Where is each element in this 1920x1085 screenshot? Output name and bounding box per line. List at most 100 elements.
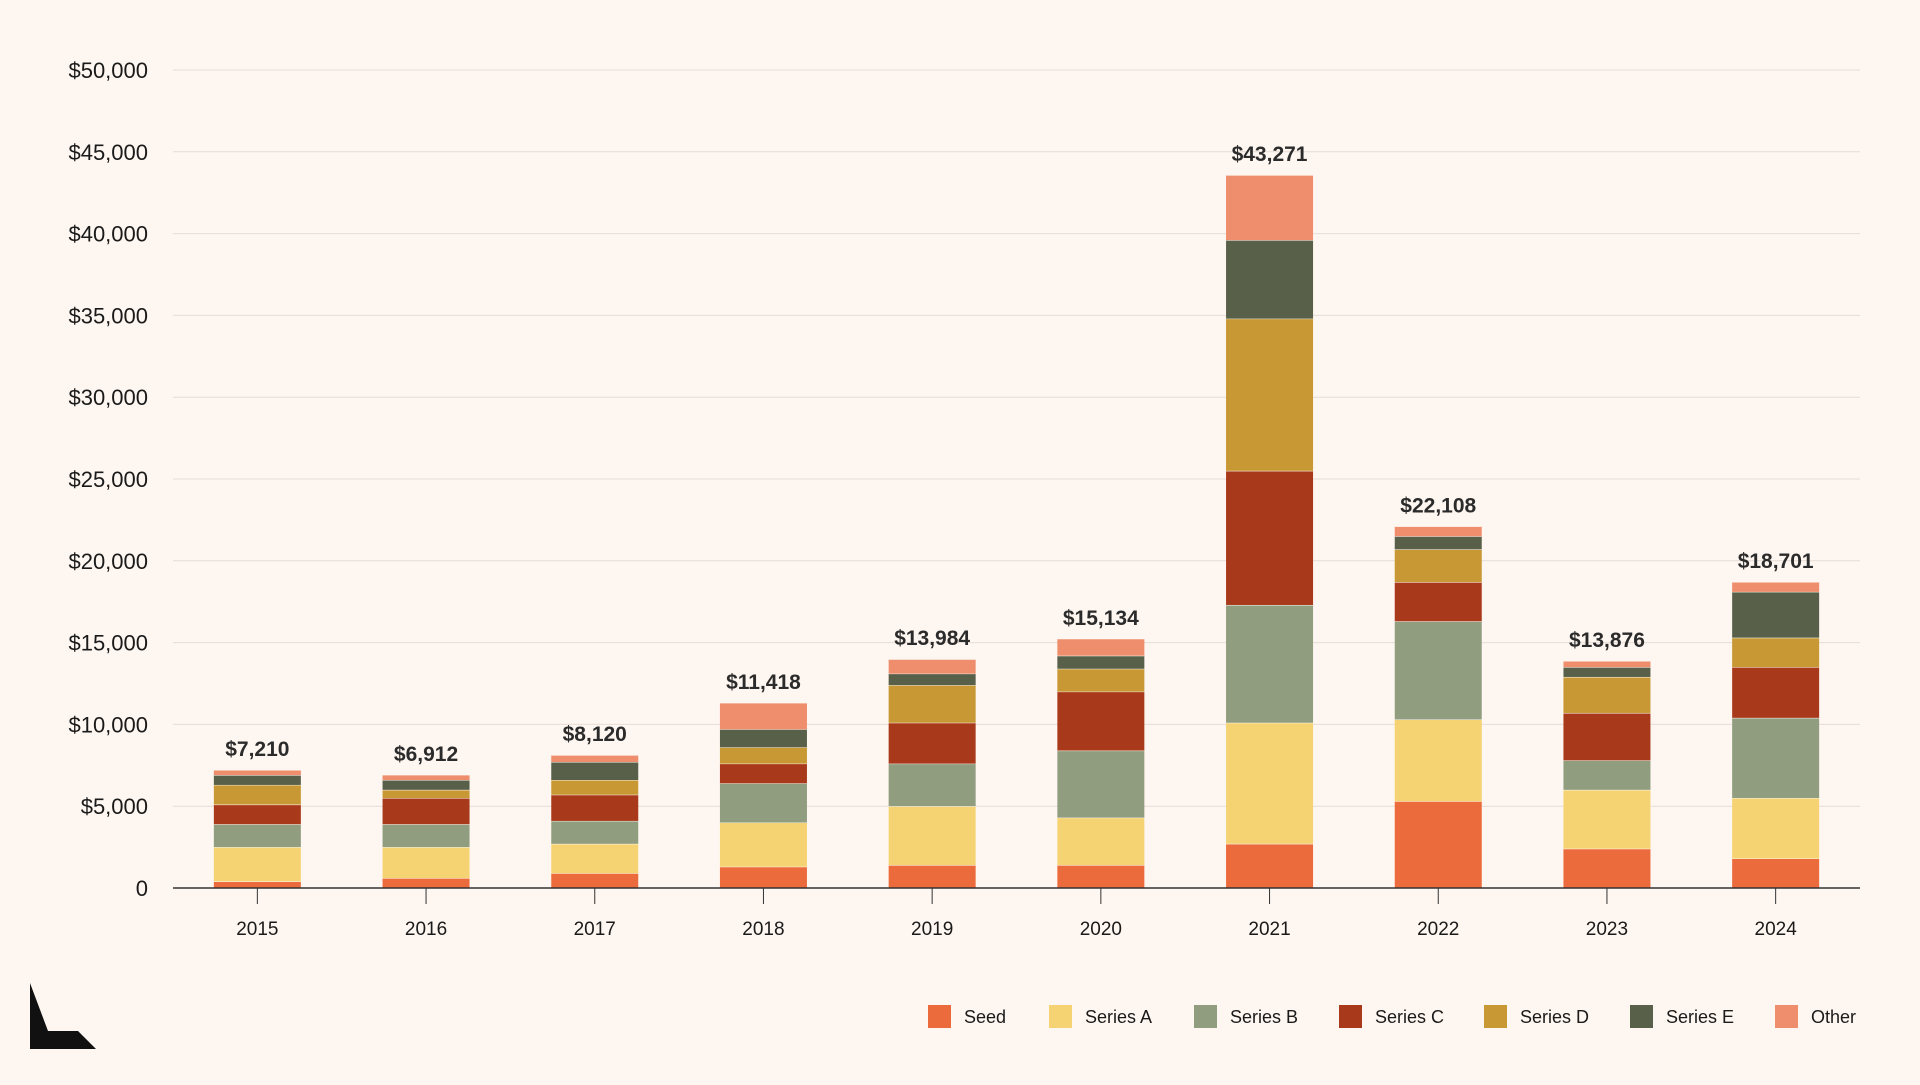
bar-total-label: $7,210 — [225, 738, 289, 761]
bar-stack-2024 — [1732, 581, 1820, 888]
bar-segment-seed — [719, 866, 807, 888]
legend-swatch — [1775, 1005, 1798, 1028]
legend-label: Series A — [1085, 1007, 1152, 1027]
bar-stack-2020 — [1057, 638, 1145, 888]
bar-segment-seed — [382, 878, 470, 888]
y-tick-label: $25,000 — [68, 467, 148, 492]
bar-segment-series-e — [551, 762, 639, 781]
bar-segment-series-a — [1732, 798, 1820, 859]
bar-totals: $7,210 $6,912 $8,120 $11,418 $13,984 $15,134 $… — [225, 143, 1814, 766]
y-tick-label: $50,000 — [68, 58, 148, 83]
bar-total-label: $43,271 — [1232, 143, 1308, 166]
legend-swatch — [1484, 1005, 1507, 1028]
bar-total-label: $11,418 — [726, 671, 801, 694]
bar-segment-other — [1226, 175, 1314, 241]
legend-label: Other — [1811, 1007, 1856, 1027]
bar-segment-series-d — [1226, 318, 1314, 471]
legend-item-series-e: Series E — [1630, 1005, 1734, 1028]
bar-segment-series-b — [1732, 717, 1820, 799]
x-tick-label: 2022 — [1417, 919, 1459, 940]
bar-stack-2018 — [719, 702, 807, 888]
x-tick-label: 2017 — [574, 919, 616, 940]
bar-segment-series-e — [213, 775, 301, 785]
bar-segment-other — [1563, 660, 1651, 668]
bar-segment-series-a — [382, 847, 470, 879]
bar-segment-series-d — [1057, 668, 1145, 692]
legend-label: Series B — [1230, 1007, 1298, 1027]
bar-segment-series-e — [1226, 240, 1314, 319]
bar-segment-series-d — [888, 685, 976, 723]
bar-segment-series-a — [551, 843, 639, 874]
y-tick-label: $40,000 — [68, 222, 148, 247]
legend-item-series-a: Series A — [1049, 1005, 1152, 1028]
bar-total-label: $13,984 — [894, 627, 970, 650]
bar-segment-series-d — [1732, 637, 1820, 668]
bar-segment-series-b — [1563, 760, 1651, 790]
bar-segment-series-b — [213, 824, 301, 848]
brand-logo — [30, 983, 96, 1049]
bar-total-label: $13,876 — [1569, 629, 1645, 652]
bar-segment-series-b — [551, 820, 639, 844]
legend-label: Series E — [1666, 1007, 1734, 1027]
legend-swatch — [1194, 1005, 1217, 1028]
bars — [213, 174, 1820, 888]
bar-segment-series-d — [382, 789, 470, 799]
bar-segment-series-a — [213, 847, 301, 882]
bar-segment-seed — [213, 881, 301, 888]
bar-segment-series-d — [1563, 676, 1651, 713]
bar-segment-seed — [551, 873, 639, 888]
y-tick-label: $5,000 — [81, 794, 148, 819]
bar-segment-series-e — [1732, 591, 1820, 638]
bar-total-label: $15,134 — [1063, 607, 1139, 630]
legend-swatch — [1630, 1005, 1653, 1028]
bar-segment-seed — [1226, 843, 1314, 888]
legend-swatch — [1339, 1005, 1362, 1028]
x-tick-label: 2024 — [1755, 919, 1798, 940]
brand-logo-icon — [30, 983, 96, 1049]
bar-segment-series-b — [1057, 750, 1145, 818]
bar-segment-other — [382, 774, 470, 781]
x-tick-label: 2023 — [1586, 919, 1628, 940]
bar-segment-series-e — [382, 780, 470, 790]
y-tick-label: $35,000 — [68, 303, 148, 328]
bar-segment-series-d — [213, 784, 301, 805]
x-tick-label: 2018 — [742, 919, 784, 940]
legend-item-other: Other — [1775, 1005, 1856, 1028]
legend-label: Series C — [1375, 1007, 1444, 1027]
bar-segment-other — [888, 659, 976, 674]
bar-segment-other — [1057, 638, 1145, 656]
bar-segment-series-b — [382, 824, 470, 848]
bar-segment-series-a — [1563, 789, 1651, 849]
y-tick-label: $10,000 — [68, 712, 148, 737]
bar-segment-series-c — [719, 763, 807, 784]
bar-segment-series-c — [382, 798, 470, 825]
bar-segment-other — [213, 770, 301, 776]
bar-total-label: $8,120 — [563, 723, 627, 746]
legend-item-series-b: Series B — [1194, 1005, 1298, 1028]
y-tick-label: 0 — [136, 876, 148, 901]
bar-segment-other — [551, 755, 639, 763]
bar-segment-series-a — [1057, 817, 1145, 866]
bar-stack-2019 — [888, 658, 976, 888]
legend: Seed Series A Series B Series C Series D Seri… — [928, 1005, 1856, 1028]
bar-stack-2022 — [1394, 525, 1482, 888]
bar-segment-series-e — [719, 729, 807, 748]
legend-item-series-d: Series D — [1484, 1005, 1589, 1028]
bar-segment-series-e — [1394, 536, 1482, 550]
bar-segment-series-a — [719, 822, 807, 867]
x-tick-label: 2021 — [1248, 919, 1290, 940]
bar-segment-seed — [1394, 801, 1482, 888]
bar-total-label: $18,701 — [1738, 550, 1814, 573]
legend-item-seed: Seed — [928, 1005, 1006, 1028]
bar-segment-series-c — [1057, 691, 1145, 751]
bar-segment-other — [1732, 582, 1820, 592]
x-tick-label: 2015 — [236, 919, 278, 940]
legend-label: Series D — [1520, 1007, 1589, 1027]
bar-segment-series-d — [1394, 549, 1482, 583]
bar-segment-series-d — [719, 747, 807, 764]
legend-label: Seed — [964, 1007, 1006, 1027]
bar-segment-other — [1394, 526, 1482, 537]
bar-segment-series-a — [1226, 722, 1314, 844]
bar-segment-series-b — [1394, 621, 1482, 720]
